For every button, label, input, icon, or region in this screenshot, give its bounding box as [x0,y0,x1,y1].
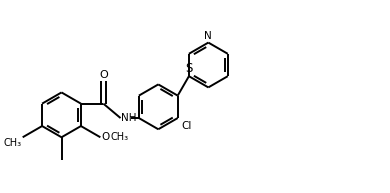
Text: CH₃: CH₃ [110,132,129,142]
Text: S: S [185,62,193,74]
Text: CH₃: CH₃ [4,138,22,148]
Text: N: N [204,31,212,41]
Text: O: O [99,70,108,80]
Text: O: O [101,132,110,142]
Text: Cl: Cl [181,121,191,131]
Text: NH: NH [121,113,137,123]
